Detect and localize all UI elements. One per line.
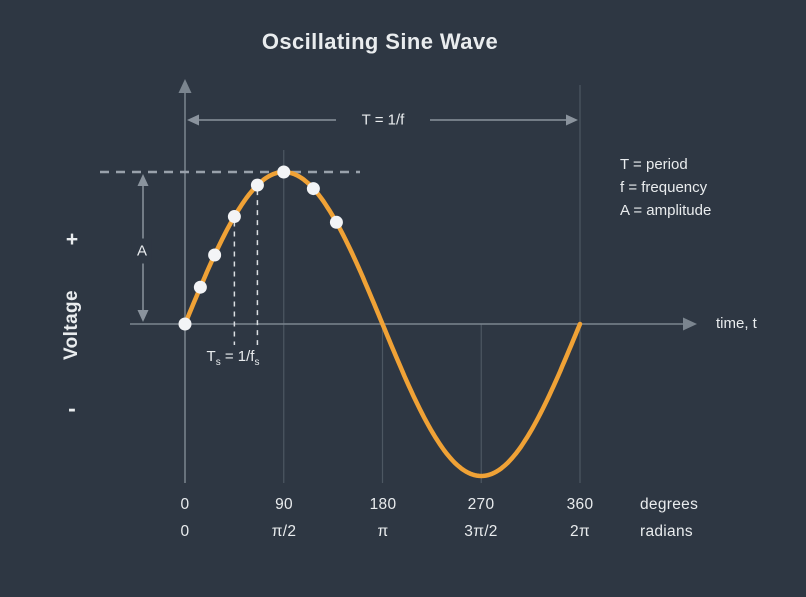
sample-points [178,165,343,331]
sampling-f-subscript: s [254,357,260,368]
amplitude-arrowhead-down-icon [137,310,149,322]
sine-curve [182,169,583,479]
voltage-plus-sign: + [65,228,79,251]
sampling-equation: = 1/f [220,348,255,365]
y-axis-arrowhead-icon [178,79,192,93]
sample-point-dot [250,178,264,192]
tick-rad-pi: π [377,523,389,540]
sample-point-dot [193,280,207,294]
tick-rad-0: 0 [180,523,190,540]
tick-rad-3pi-half: 3π/2 [464,523,498,540]
legend-period: T = period [620,156,688,173]
sampling-t: T [206,348,216,365]
legend-frequency: f = frequency [620,179,708,196]
tick-deg-360: 360 [566,496,594,513]
tick-deg-0: 0 [180,496,190,513]
sample-point-dot [277,165,291,179]
period-arrow [187,114,578,126]
x-axis-label: time, t [716,315,757,332]
amplitude-label: A [131,238,153,264]
period-arrow-label: T = 1/f [361,111,405,129]
y-axis-label: Voltage [61,289,82,361]
tick-rad-pi-half: π/2 [271,523,297,540]
sample-point-dot [329,215,343,229]
voltage-minus-sign: - [68,395,76,421]
sampling-t-subscript: s [215,357,221,368]
x-axis-arrowhead-icon [683,317,697,331]
sample-point-dot [227,210,241,224]
legend-amplitude: A = amplitude [620,202,712,219]
page-title: Oscillating Sine Wave [261,29,499,54]
tick-deg-270: 270 [467,496,495,513]
degrees-unit-label: degrees [640,496,699,513]
amplitude-arrowhead-up-icon [137,174,149,186]
sample-point-dot [178,317,192,331]
sample-point-dot [306,182,320,196]
radians-unit-label: radians [640,523,693,540]
tick-deg-90: 90 [275,496,293,513]
period-arrowhead-right-icon [566,114,578,126]
vertical-gridlines [283,85,581,483]
sampling-period-label: Ts = 1/fs [207,348,260,368]
tick-rad-2pi: 2π [570,523,590,540]
axes [130,79,697,483]
legend: T = period f = frequency A = amplitude [620,153,711,222]
sample-point-dot [208,248,222,262]
sampling-interval-lines [233,190,259,345]
period-arrowhead-left-icon [187,114,199,126]
tick-deg-180: 180 [369,496,397,513]
